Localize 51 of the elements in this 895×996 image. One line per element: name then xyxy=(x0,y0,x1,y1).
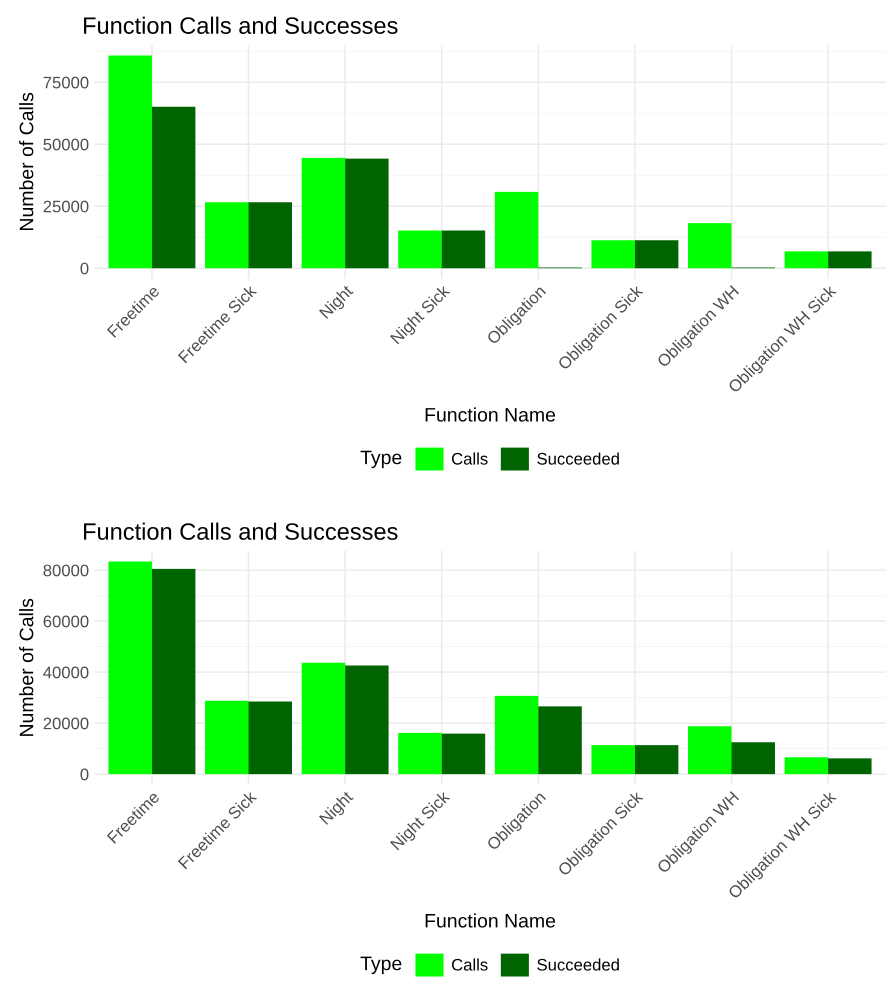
y-tick-label: 50000 xyxy=(43,138,88,150)
bar xyxy=(345,666,389,774)
bar xyxy=(688,726,732,774)
bar xyxy=(442,230,486,268)
bar xyxy=(442,734,486,774)
bar xyxy=(591,240,635,268)
bar xyxy=(494,192,538,268)
bar xyxy=(302,662,346,774)
legend-label: Calls xyxy=(452,958,488,971)
bar xyxy=(152,106,196,268)
y-tick-label: 60000 xyxy=(44,616,88,628)
bar xyxy=(732,742,775,774)
y-tick-label: 0 xyxy=(80,768,88,780)
bar xyxy=(784,757,828,774)
bar xyxy=(152,568,196,774)
legend-title: Type xyxy=(360,450,402,468)
y-axis-title: Number of Calls xyxy=(19,92,34,230)
bar xyxy=(108,561,152,774)
y-tick-label: 75000 xyxy=(44,76,88,88)
y-axis-title: Number of Calls xyxy=(19,598,34,736)
x-axis-title: Function Name xyxy=(426,913,556,928)
legend-label: Calls xyxy=(452,452,488,465)
bar xyxy=(248,701,292,774)
bar xyxy=(591,745,635,774)
bar xyxy=(398,230,442,268)
bar xyxy=(205,202,249,268)
y-tick-label: 80000 xyxy=(43,564,88,576)
bar xyxy=(494,696,538,774)
bar xyxy=(398,732,442,774)
bar xyxy=(634,240,678,268)
legend-label: Succeeded xyxy=(537,958,619,971)
bar xyxy=(784,251,828,268)
chart-title: Function Calls and Successes xyxy=(84,16,398,34)
y-tick-label: 0 xyxy=(80,262,88,274)
legend-title: Type xyxy=(360,956,402,974)
bar xyxy=(634,745,678,774)
bar xyxy=(345,158,389,268)
bar xyxy=(205,700,249,774)
bar xyxy=(302,158,346,268)
bar xyxy=(538,706,582,774)
bar xyxy=(828,758,872,774)
legend-label: Succeeded xyxy=(537,452,619,465)
chart-title: Function Calls and Successes xyxy=(84,522,398,540)
y-tick-label: 25000 xyxy=(44,200,88,212)
bar xyxy=(688,223,732,268)
bar xyxy=(828,251,872,268)
bar xyxy=(248,202,292,268)
x-axis-title: Function Name xyxy=(426,407,556,422)
bar xyxy=(108,55,152,268)
y-tick-label: 40000 xyxy=(43,666,88,678)
y-tick-label: 20000 xyxy=(44,718,88,730)
